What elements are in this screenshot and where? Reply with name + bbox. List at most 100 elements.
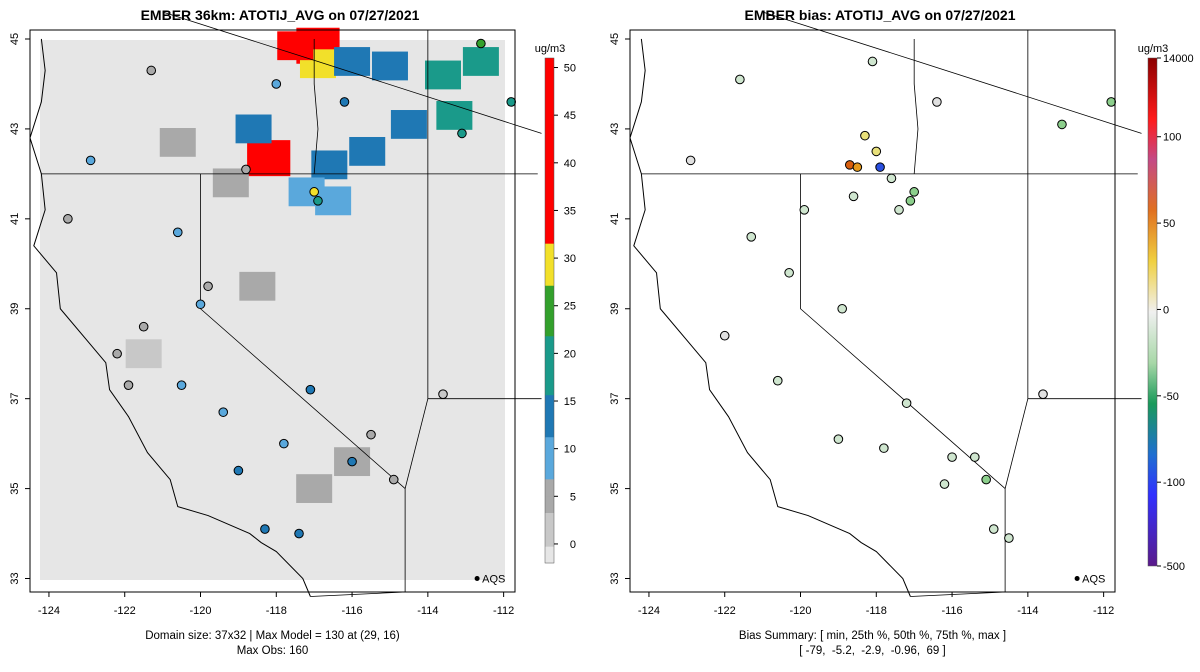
aqs-marker — [1074, 576, 1080, 582]
model-colorbar-tick-label: 15 — [564, 396, 576, 408]
model-colorbar-segment — [545, 487, 554, 497]
model-colorbar-tick-label: 30 — [564, 253, 576, 265]
y-tick-label: 45 — [9, 33, 21, 45]
model-cell — [436, 101, 473, 130]
model-colorbar-tick-label: 20 — [564, 348, 576, 360]
bias-point — [947, 452, 957, 462]
model-colorbar-segment — [545, 419, 554, 429]
model-colorbar-segment — [545, 520, 554, 530]
bias-colorbar-tick-label: -100 — [1163, 477, 1185, 489]
obs-point — [476, 38, 486, 49]
bias-point — [1106, 97, 1117, 107]
bias-point — [879, 443, 889, 453]
model-colorbar-segment — [545, 394, 554, 404]
model-colorbar-segment — [545, 66, 554, 76]
model-colorbar-segment — [545, 175, 554, 185]
y-tick-label: 33 — [609, 572, 621, 584]
state-border — [1004, 30, 1029, 489]
model-cell — [390, 110, 427, 139]
coastline — [29, 38, 311, 597]
x-tick-label: -120 — [189, 605, 211, 617]
model-colorbar-segment — [545, 504, 554, 513]
obs-point — [388, 474, 399, 485]
bias-point — [719, 330, 730, 341]
map-outlines — [629, 11, 1142, 597]
model-colorbar-segment — [545, 285, 554, 295]
model-colorbar-segment — [545, 276, 554, 286]
model-cell — [277, 31, 314, 61]
bias-point — [833, 434, 844, 444]
model-colorbar-segment — [545, 554, 554, 564]
obs-point — [260, 524, 270, 534]
obs-point — [233, 465, 244, 476]
bias-point — [909, 187, 919, 197]
state-border — [313, 38, 319, 174]
bias-footer-values: [ -79, -5.2, -2.9, -0.96, 69 ] — [799, 645, 946, 657]
model-colorbar-segment — [545, 302, 554, 311]
obs-point — [271, 79, 282, 89]
bias-chart-title: EMBER bias: ATOTIJ_AVG on 07/27/2021 — [744, 7, 1016, 23]
bias-point — [860, 130, 870, 141]
model-colorbar-segment — [545, 217, 554, 227]
model-cell — [212, 168, 249, 198]
model-colorbar-segment — [545, 546, 554, 556]
model-cell — [296, 474, 333, 503]
bias-point — [784, 267, 794, 278]
obs-point — [112, 348, 122, 359]
obs-point — [176, 380, 187, 390]
model-colorbar-segment — [545, 335, 554, 345]
aqs-label: AQS — [482, 574, 505, 586]
bias-colorbar-tick-label: 14000 — [1163, 53, 1194, 65]
plot-frame — [629, 29, 1116, 593]
obs-point — [366, 429, 376, 440]
bias-point — [746, 232, 757, 242]
obs-point — [146, 65, 157, 76]
state-border — [310, 591, 406, 597]
model-colorbar-segment — [545, 201, 554, 210]
model-colorbar-segment — [545, 268, 554, 278]
x-tick-label: -114 — [1017, 605, 1038, 617]
model-colorbar-segment — [545, 125, 554, 135]
bias-point — [1057, 119, 1067, 130]
model-colorbar-segment — [545, 377, 554, 387]
y-tick-label: 39 — [9, 303, 21, 315]
model-cell — [334, 47, 371, 76]
model-colorbar-segment — [545, 411, 554, 421]
x-tick-label: -122 — [114, 605, 136, 617]
bias-colorbar-tick-label: -500 — [1163, 561, 1185, 573]
state-border — [404, 30, 429, 489]
state-border — [162, 11, 542, 134]
obs-point — [339, 97, 350, 107]
model-colorbar-segment — [545, 537, 554, 547]
bias-colorbar-tick-label: 100 — [1163, 132, 1181, 144]
obs-point — [438, 389, 448, 399]
x-tick-label: -118 — [266, 605, 287, 617]
model-cell — [239, 271, 276, 301]
bias-point — [837, 303, 847, 314]
model-colorbar-segment — [545, 74, 554, 84]
model-colorbar-segment — [545, 167, 554, 177]
model-colorbar-tick-label: 45 — [564, 110, 576, 122]
bias-point — [905, 196, 916, 206]
bias-point — [735, 74, 745, 85]
obs-point — [313, 196, 323, 206]
obs-point — [294, 528, 304, 539]
state-border — [800, 173, 1006, 592]
x-tick-label: -124 — [638, 605, 660, 617]
bias-footer-summary: Bias Summary: [ min, 25th %, 50th %, 75t… — [738, 630, 1007, 642]
x-tick-label: -124 — [38, 605, 60, 617]
map-outlines — [29, 11, 542, 597]
model-colorbar-segment — [545, 352, 554, 362]
x-tick-label: -118 — [866, 605, 887, 617]
x-tick-label: -114 — [417, 605, 438, 617]
model-colorbar-segment — [545, 470, 554, 480]
bias-point — [871, 146, 882, 157]
x-tick-label: -116 — [341, 605, 362, 617]
y-tick-label: 43 — [609, 123, 621, 135]
y-tick-label: 37 — [609, 393, 621, 405]
model-colorbar-segment — [545, 529, 554, 539]
model-colorbar-segment — [545, 327, 554, 337]
model-colorbar-segment — [545, 251, 554, 261]
model-colorbar-segment — [545, 512, 554, 522]
model-cell — [409, 406, 446, 436]
